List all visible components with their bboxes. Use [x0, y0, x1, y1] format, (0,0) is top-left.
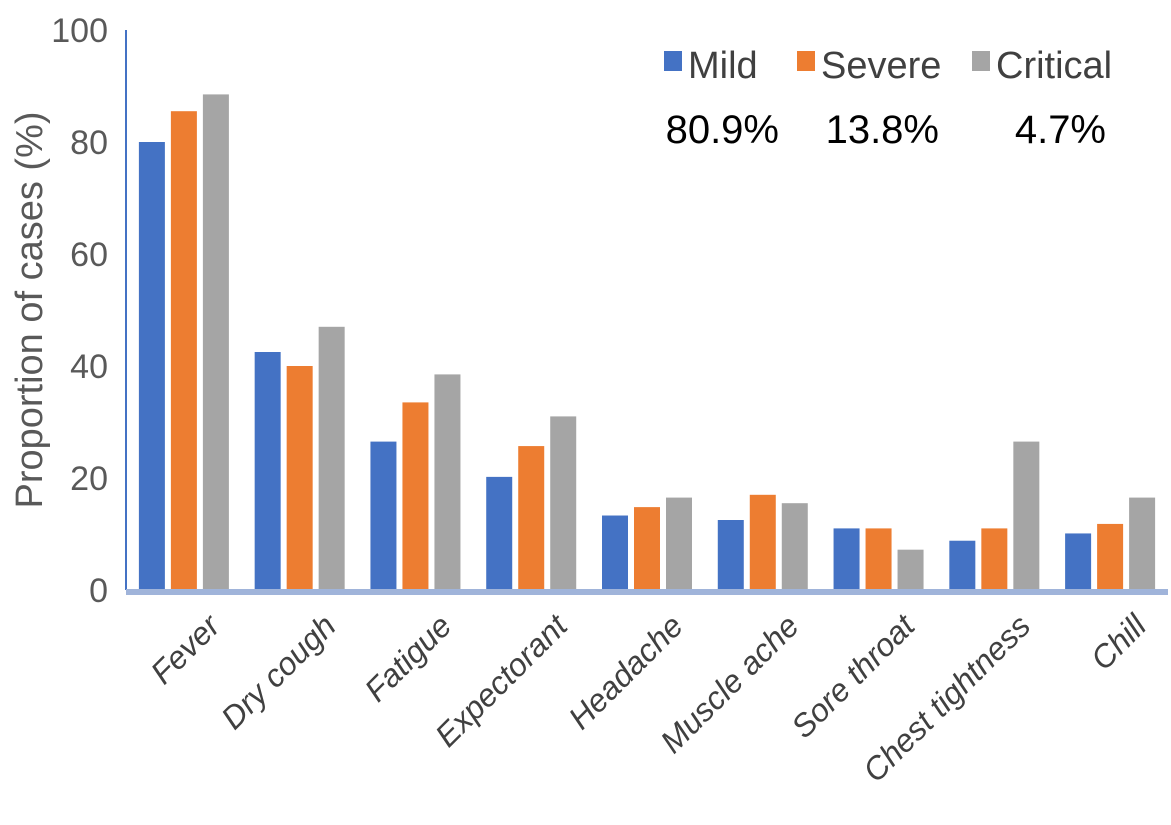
bar-mild-fatigue — [370, 442, 396, 590]
legend-swatch — [797, 51, 815, 71]
y-axis-title: Proportion of cases (%) — [9, 111, 51, 508]
legend-item-mild: Mild — [664, 45, 758, 87]
legend-label: Critical — [996, 45, 1112, 87]
bar-severe-chill — [1097, 524, 1123, 590]
legend-swatch — [664, 51, 682, 71]
y-tick-label: 100 — [51, 12, 108, 50]
y-axis-ticks: 0 20 40 60 80 100 — [51, 12, 108, 610]
bar-critical-chill — [1129, 498, 1155, 590]
bar-mild-chill — [1065, 533, 1091, 590]
bar-severe-fatigue — [402, 402, 428, 590]
bar-critical-sore-throat — [898, 550, 924, 590]
bar-severe-headache — [634, 507, 660, 590]
y-tick-label: 40 — [70, 348, 108, 386]
bar-mild-sore-throat — [834, 528, 860, 590]
bar-severe-chest-tightness — [981, 528, 1007, 590]
bar-severe-sore-throat — [866, 528, 892, 590]
annotations: 80.9% 13.8% 4.7% — [666, 108, 1106, 152]
y-tick-label: 20 — [70, 460, 108, 498]
bar-mild-chest-tightness — [949, 541, 975, 590]
y-tick-label: 60 — [70, 236, 108, 274]
bar-critical-muscle-ache — [782, 503, 808, 590]
legend: Mild Severe Critical — [664, 45, 1112, 87]
legend-swatch — [972, 51, 990, 71]
bar-critical-headache — [666, 498, 692, 590]
bar-mild-fever — [139, 142, 165, 590]
x-category-label: Chill — [1084, 607, 1154, 677]
y-tick-label: 0 — [89, 572, 108, 610]
y-tick-label: 80 — [70, 124, 108, 162]
bar-mild-muscle-ache — [718, 520, 744, 590]
annotation-percentage: 80.9% — [666, 108, 779, 152]
x-category-label: Dry cough — [214, 607, 343, 736]
legend-label: Severe — [821, 45, 941, 87]
bar-critical-dry-cough — [319, 327, 345, 590]
bar-mild-headache — [602, 516, 628, 590]
bar-critical-fever — [203, 94, 229, 590]
legend-label: Mild — [688, 45, 758, 87]
bar-severe-muscle-ache — [750, 495, 776, 590]
legend-item-critical: Critical — [972, 45, 1112, 87]
bars — [139, 94, 1155, 590]
bar-severe-fever — [171, 111, 197, 590]
bar-critical-fatigue — [434, 374, 460, 590]
bar-mild-expectorant — [486, 477, 512, 590]
x-category-label: Fever — [144, 607, 228, 691]
bar-mild-dry-cough — [255, 352, 281, 590]
bar-critical-chest-tightness — [1013, 442, 1039, 590]
bar-severe-dry-cough — [287, 366, 313, 590]
bar-critical-expectorant — [550, 416, 576, 590]
x-category-label: Fatigue — [357, 607, 458, 708]
annotation-percentage: 4.7% — [1015, 108, 1106, 152]
bar-severe-expectorant — [518, 446, 544, 590]
legend-item-severe: Severe — [797, 45, 941, 87]
annotation-percentage: 13.8% — [826, 108, 939, 152]
